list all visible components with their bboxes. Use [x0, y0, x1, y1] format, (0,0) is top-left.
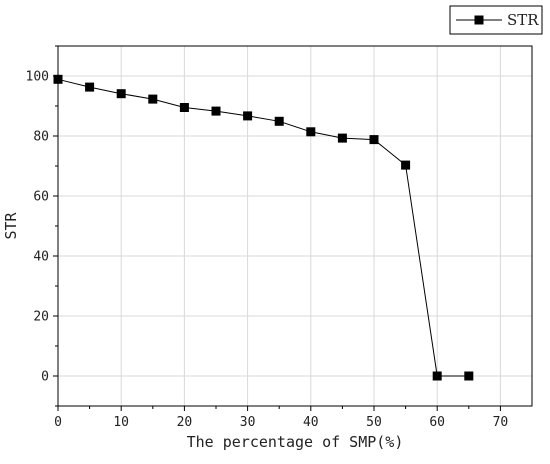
y-tick-label: 60 — [33, 190, 49, 205]
data-point — [337, 133, 347, 143]
y-tick-label: 40 — [33, 250, 49, 265]
data-point — [243, 111, 253, 121]
series-layer — [53, 74, 474, 381]
data-point — [148, 94, 158, 104]
x-tick-label: 20 — [177, 415, 193, 430]
y-tick-label: 20 — [33, 310, 49, 325]
y-tick-label: 100 — [26, 70, 49, 85]
legend-marker — [474, 15, 484, 25]
x-tick-label: 60 — [429, 415, 445, 430]
data-point — [274, 116, 284, 126]
axis-ticks: 0 10 20 30 40 50 60 70 0 20 40 60 80 100 — [26, 45, 509, 430]
data-point — [464, 371, 474, 381]
data-point — [369, 135, 379, 145]
y-axis-title: STR — [2, 211, 20, 239]
data-point — [53, 74, 63, 84]
plot-frame — [57, 45, 533, 407]
y-tick-label: 0 — [41, 370, 49, 385]
series-line — [57, 78, 469, 377]
y-tick-label: 80 — [33, 130, 49, 145]
data-point — [401, 160, 411, 170]
x-axis-title: The percentage of SMP(%) — [187, 433, 404, 451]
x-tick-label: 50 — [366, 415, 382, 430]
x-tick-label: 0 — [54, 415, 62, 430]
data-point — [211, 106, 221, 116]
grid — [58, 46, 532, 406]
legend: STR — [449, 5, 543, 35]
x-tick-label: 10 — [113, 415, 129, 430]
data-point — [432, 371, 442, 381]
data-point — [85, 82, 95, 92]
x-tick-label: 70 — [493, 415, 509, 430]
data-point — [306, 127, 316, 137]
legend-label: STR — [507, 11, 539, 29]
data-point — [116, 89, 126, 99]
x-tick-label: 30 — [240, 415, 256, 430]
x-tick-label: 40 — [303, 415, 319, 430]
data-point — [179, 103, 189, 112]
